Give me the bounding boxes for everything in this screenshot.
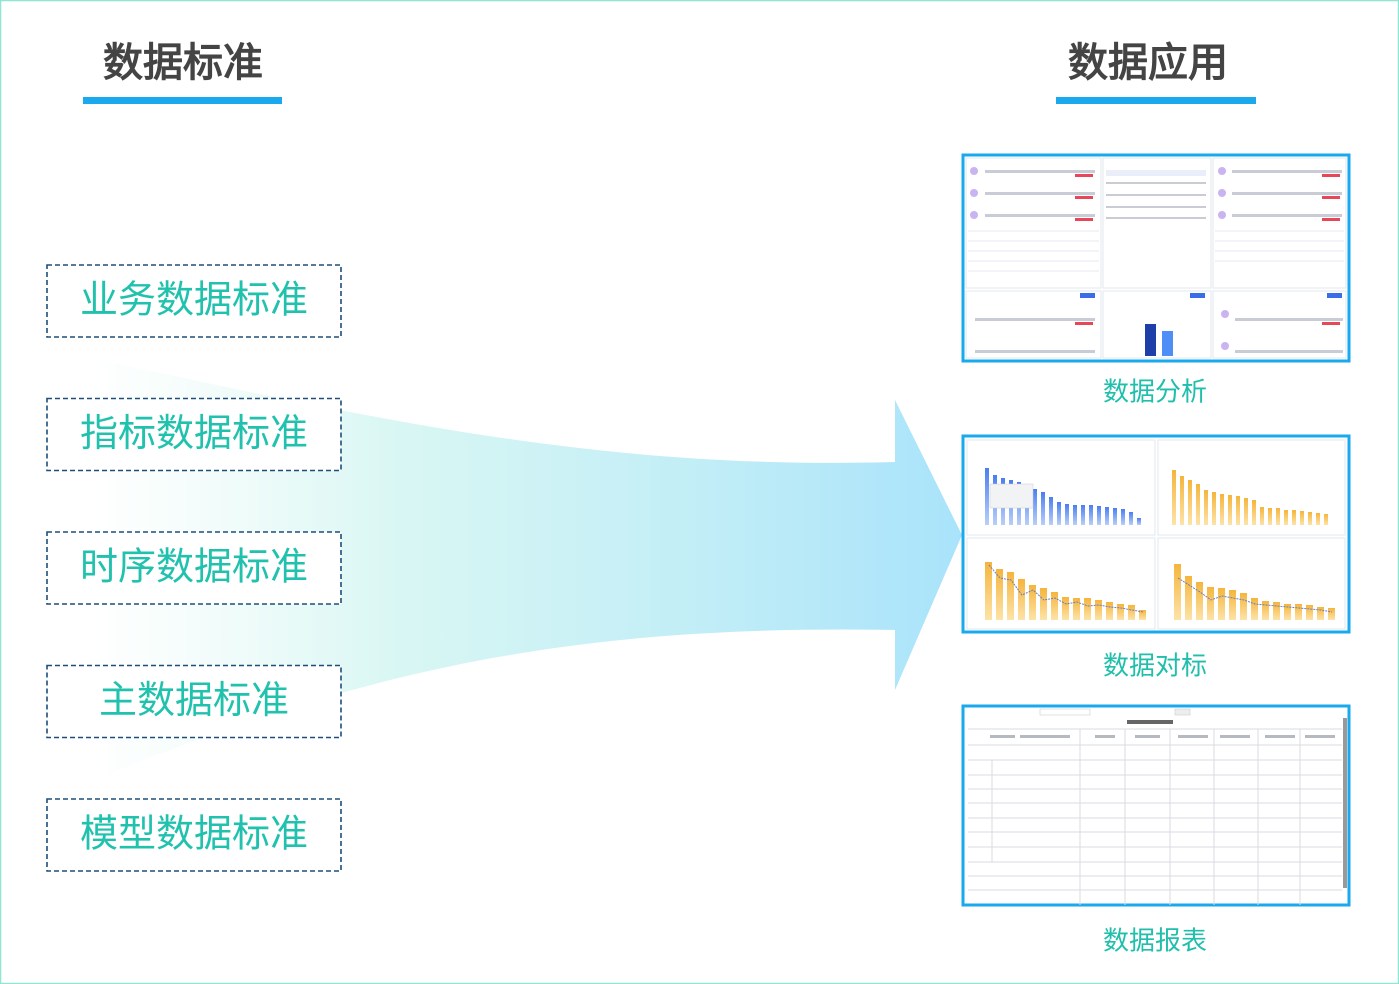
standard-box [46, 531, 342, 605]
standard-box [46, 664, 342, 739]
thumbnail-analysis [961, 153, 1351, 363]
underline [83, 97, 282, 104]
thumbnail-benchmark [961, 434, 1351, 634]
thumbnail-report [961, 704, 1351, 907]
left-heading: 数据标准 [103, 40, 263, 86]
standard-label: 时序数据标准 [80, 545, 308, 589]
right-heading: 数据应用 [1068, 40, 1228, 86]
application-label: 数据分析 [1103, 378, 1207, 408]
standard-label: 业务数据标准 [80, 278, 308, 322]
standard-label: 指标数据标准 [80, 411, 308, 455]
standard-label: 主数据标准 [99, 678, 289, 722]
standard-label: 模型数据标准 [80, 812, 308, 856]
standard-box [46, 798, 342, 872]
underline [1056, 97, 1256, 104]
standard-box [46, 397, 342, 472]
standard-box [46, 264, 342, 338]
application-label: 数据对标 [1103, 652, 1207, 682]
application-label: 数据报表 [1103, 927, 1207, 957]
